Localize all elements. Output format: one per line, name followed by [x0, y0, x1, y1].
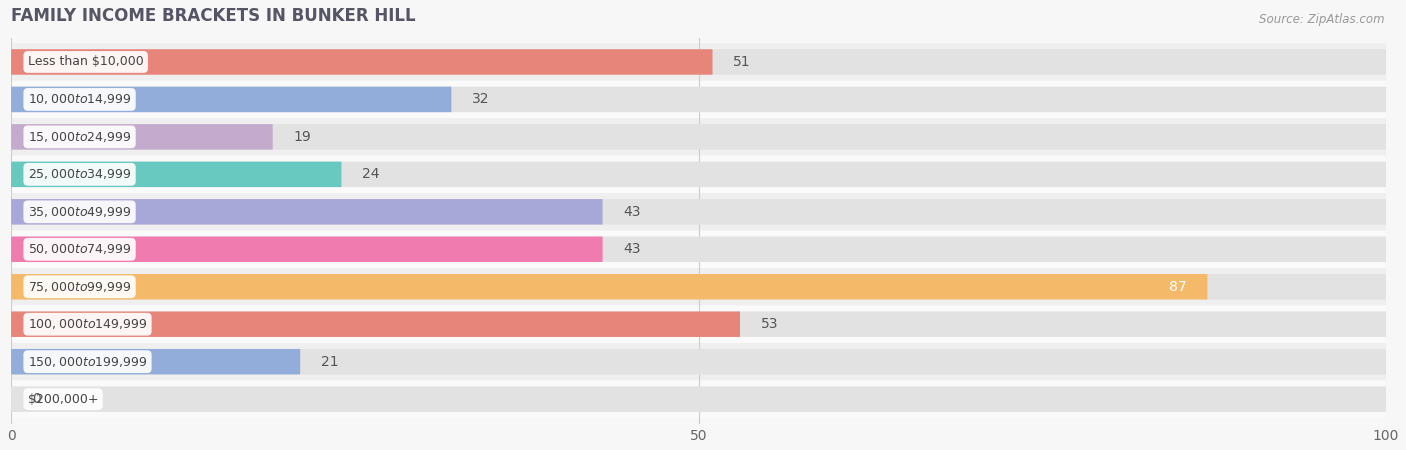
FancyBboxPatch shape — [11, 311, 1386, 337]
FancyBboxPatch shape — [11, 87, 451, 112]
FancyBboxPatch shape — [11, 349, 1386, 374]
FancyBboxPatch shape — [11, 274, 1208, 300]
FancyBboxPatch shape — [11, 311, 740, 337]
FancyBboxPatch shape — [0, 118, 1406, 156]
Text: 53: 53 — [761, 317, 778, 331]
FancyBboxPatch shape — [11, 274, 1386, 300]
FancyBboxPatch shape — [0, 343, 1406, 380]
FancyBboxPatch shape — [0, 380, 1406, 418]
Text: 51: 51 — [733, 55, 751, 69]
FancyBboxPatch shape — [11, 124, 273, 150]
FancyBboxPatch shape — [11, 162, 342, 187]
FancyBboxPatch shape — [0, 81, 1406, 118]
FancyBboxPatch shape — [11, 49, 713, 75]
FancyBboxPatch shape — [0, 268, 1406, 306]
FancyBboxPatch shape — [0, 193, 1406, 230]
Text: 19: 19 — [292, 130, 311, 144]
FancyBboxPatch shape — [11, 49, 1386, 75]
Text: $100,000 to $149,999: $100,000 to $149,999 — [28, 317, 148, 331]
Text: $10,000 to $14,999: $10,000 to $14,999 — [28, 92, 131, 107]
Text: $200,000+: $200,000+ — [28, 393, 98, 405]
Text: Source: ZipAtlas.com: Source: ZipAtlas.com — [1260, 14, 1385, 27]
Text: $35,000 to $49,999: $35,000 to $49,999 — [28, 205, 131, 219]
FancyBboxPatch shape — [11, 237, 1386, 262]
FancyBboxPatch shape — [11, 387, 1386, 412]
FancyBboxPatch shape — [11, 199, 1386, 225]
Text: 24: 24 — [361, 167, 380, 181]
Text: $15,000 to $24,999: $15,000 to $24,999 — [28, 130, 131, 144]
Text: 87: 87 — [1168, 280, 1187, 294]
Text: FAMILY INCOME BRACKETS IN BUNKER HILL: FAMILY INCOME BRACKETS IN BUNKER HILL — [11, 7, 416, 25]
FancyBboxPatch shape — [11, 349, 299, 374]
FancyBboxPatch shape — [11, 237, 603, 262]
FancyBboxPatch shape — [11, 199, 603, 225]
Text: $50,000 to $74,999: $50,000 to $74,999 — [28, 242, 131, 256]
Text: $25,000 to $34,999: $25,000 to $34,999 — [28, 167, 131, 181]
FancyBboxPatch shape — [11, 124, 1386, 150]
Text: 32: 32 — [472, 92, 489, 107]
Text: 21: 21 — [321, 355, 339, 369]
FancyBboxPatch shape — [11, 87, 1386, 112]
Text: $150,000 to $199,999: $150,000 to $199,999 — [28, 355, 148, 369]
Text: 43: 43 — [623, 242, 641, 256]
FancyBboxPatch shape — [0, 156, 1406, 193]
FancyBboxPatch shape — [0, 43, 1406, 81]
Text: 43: 43 — [623, 205, 641, 219]
FancyBboxPatch shape — [0, 306, 1406, 343]
Text: $75,000 to $99,999: $75,000 to $99,999 — [28, 280, 131, 294]
Text: 0: 0 — [32, 392, 41, 406]
FancyBboxPatch shape — [11, 162, 1386, 187]
FancyBboxPatch shape — [0, 230, 1406, 268]
Text: Less than $10,000: Less than $10,000 — [28, 55, 143, 68]
